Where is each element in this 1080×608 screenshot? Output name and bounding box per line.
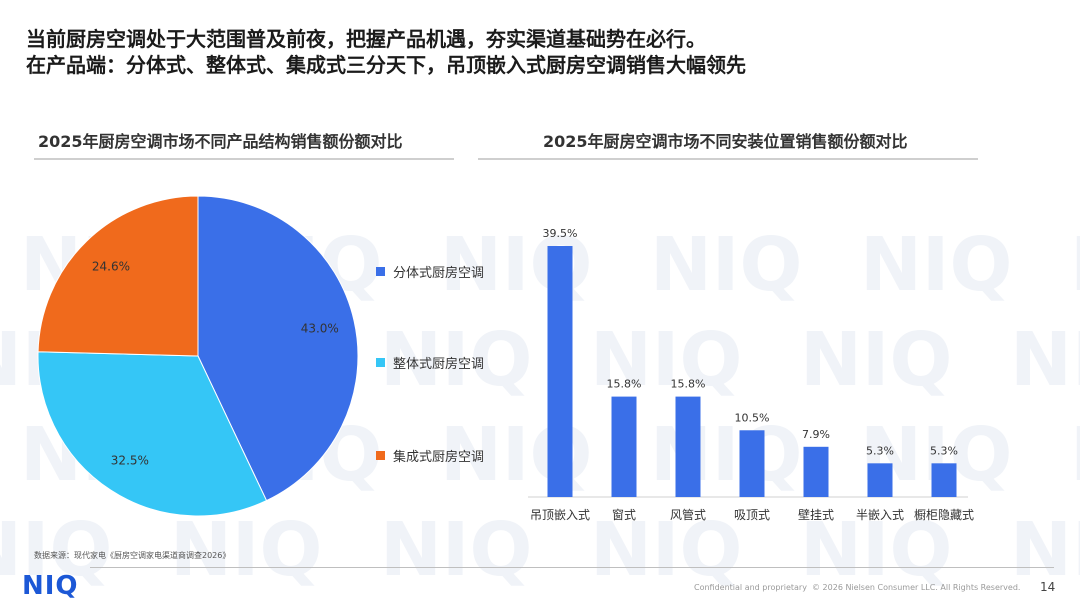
headline-line-2: 在产品端：分体式、整体式、集成式三分天下，吊顶嵌入式厨房空调销售大幅领先: [26, 53, 746, 77]
legend-item-combined: 集成式厨房空调: [376, 446, 484, 465]
bar-category-label: 半嵌入式: [856, 508, 904, 522]
watermark-text: NIQ: [1070, 412, 1080, 498]
legend-item-split: 分体式厨房空调: [376, 262, 484, 281]
pie-chart-title: 2025年厨房空调市场不同产品结构销售额份额对比: [38, 132, 403, 151]
bar-2: [611, 396, 637, 497]
bar-title-divider: [478, 158, 978, 160]
legend-label-combined: 集成式厨房空调: [393, 450, 485, 465]
bar-category-label: 吊顶嵌入式: [530, 508, 590, 522]
copyright-note: © 2026 Nielsen Consumer LLC. All Rights …: [812, 583, 1021, 592]
bar-1: [547, 246, 573, 497]
bar-chart-title: 2025年厨房空调市场不同安装位置销售额份额对比: [543, 132, 908, 151]
pie-chart: 43.0% 32.5% 24.6%: [37, 195, 359, 517]
watermark-text: NIQ: [1010, 317, 1080, 403]
bar-7: [931, 463, 957, 497]
bar-value-label: 5.3%: [930, 444, 958, 457]
pie-label-combined: 24.6%: [92, 260, 130, 274]
bar-category-label: 风管式: [670, 507, 706, 522]
confidential-note: Confidential and proprietary: [694, 583, 807, 592]
niq-logo: NIQ: [22, 571, 79, 601]
pie-title-divider: [34, 158, 454, 160]
bar-category-label: 橱柜隐藏式: [914, 508, 974, 522]
bar-category-label: 吸顶式: [734, 508, 770, 522]
footer-divider: [90, 567, 1054, 568]
legend-label-split: 分体式厨房空调: [393, 266, 485, 281]
pie-slice-combined: [37, 195, 199, 357]
legend-label-integrated: 整体式厨房空调: [393, 357, 485, 372]
bar-value-label: 5.3%: [866, 444, 894, 457]
bar-category-label: 壁挂式: [798, 507, 834, 522]
bar-5: [803, 446, 829, 497]
bar-6: [867, 463, 893, 497]
bar-value-label: 39.5%: [543, 227, 578, 240]
legend-swatch-split: [376, 267, 385, 276]
bar-4: [739, 430, 765, 497]
pie-label-integrated: 32.5%: [111, 454, 149, 468]
watermark-text: NIQ: [380, 507, 532, 593]
bar-category-label: 窗式: [612, 508, 636, 522]
headline-line-1: 当前厨房空调处于大范围普及前夜，把握产品机遇，夯实渠道基础势在必行。: [26, 27, 706, 51]
bar-value-label: 10.5%: [735, 411, 770, 424]
bar-chart: 39.5% 吊顶嵌入式 15.8% 窗式 15.8% 风管式 10.5% 吸顶式 7.9% 壁挂式…: [528, 227, 974, 522]
bar-value-label: 15.8%: [607, 378, 642, 391]
data-source-note: 数据来源：现代家电《厨房空调家电渠道商调查2026》: [34, 551, 231, 560]
legend-swatch-integrated: [376, 358, 385, 367]
headline: 当前厨房空调处于大范围普及前夜，把握产品机遇，夯实渠道基础势在必行。 在产品端：…: [26, 26, 746, 78]
bar-value-label: 7.9%: [802, 428, 830, 441]
bar-value-label: 15.8%: [671, 378, 706, 391]
legend-swatch-combined: [376, 451, 385, 460]
pie-slice-split: [197, 195, 359, 502]
bar-3: [675, 396, 701, 497]
watermark-text: NIQ: [1070, 222, 1080, 308]
pie-slice-integrated: [37, 351, 268, 517]
page-number: 14: [1040, 580, 1056, 594]
pie-label-split: 43.0%: [301, 322, 339, 336]
legend-item-integrated: 整体式厨房空调: [376, 353, 484, 372]
